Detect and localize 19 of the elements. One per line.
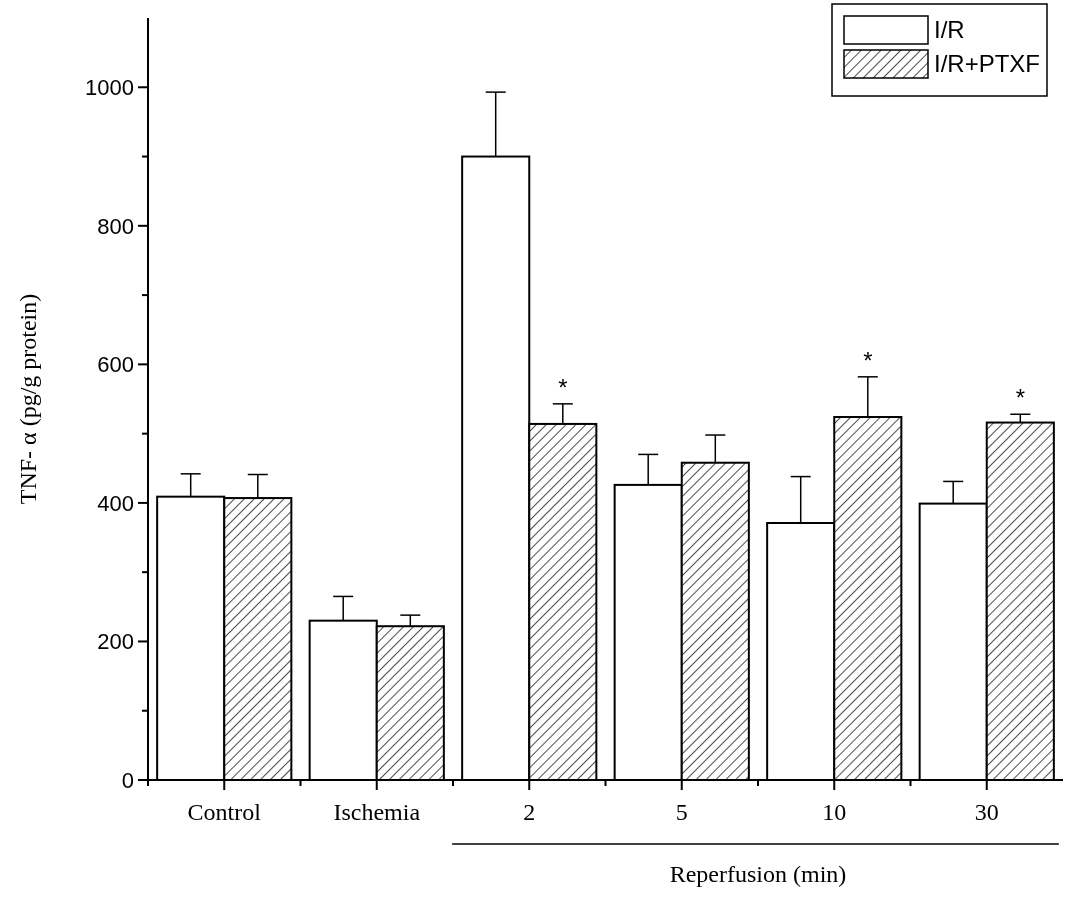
x-tick-label: 2: [523, 799, 536, 825]
y-tick-label: 800: [97, 213, 134, 239]
y-tick-label: 200: [97, 629, 134, 655]
y-tick-label: 400: [97, 490, 134, 516]
x-tick-label: Ischemia: [333, 799, 421, 825]
x-tick-label: Control: [187, 799, 262, 825]
annotation: *: [863, 346, 873, 374]
text: Reperfusion (min): [669, 861, 847, 887]
annotation: *: [558, 373, 568, 401]
annotation: *: [1015, 384, 1025, 412]
x-tick-label: 30: [974, 799, 999, 825]
y-tick-label: 600: [97, 352, 134, 378]
x-tick-label: 10: [822, 799, 847, 825]
y-axis-title: TNF- α (pg/g protein): [15, 293, 41, 505]
x-tick-label: 5: [675, 799, 688, 825]
legend-label: I/R+PTXF: [934, 50, 1041, 78]
y-tick-label: 0: [121, 767, 134, 793]
y-tick-label: 1000: [85, 74, 134, 100]
legend-label: I/R: [934, 16, 965, 44]
